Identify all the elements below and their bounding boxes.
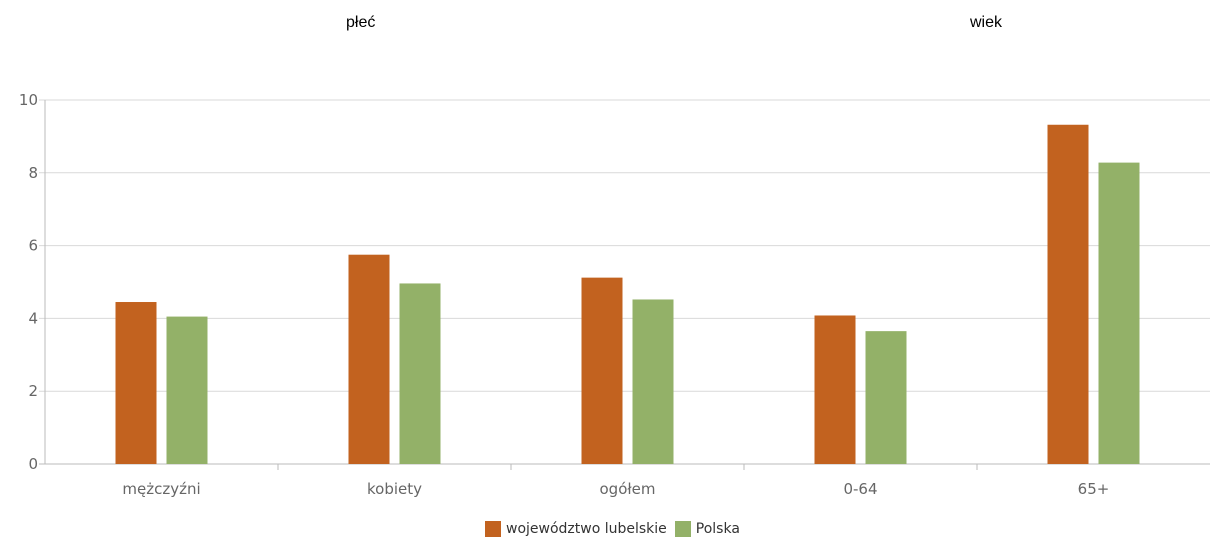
x-category-label: kobiety [367,480,422,498]
y-tick-label: 10 [19,91,38,109]
bar-lubelskie[interactable] [115,302,157,464]
bar-polska[interactable] [632,299,674,464]
x-category-label: ogółem [600,480,656,498]
bar-lubelskie[interactable] [581,277,623,464]
group-label-plec: płeć [346,14,376,31]
legend: województwo lubelskie Polska [485,521,748,537]
bar-lubelskie[interactable] [348,254,390,464]
x-category-label: 65+ [1078,480,1110,498]
bar-polska[interactable] [399,283,441,464]
legend-swatch-lubelskie [485,521,501,537]
x-category-label: mężczyźni [122,480,200,498]
bar-polska[interactable] [865,331,907,464]
legend-label-polska: Polska [695,521,740,537]
y-tick-label: 2 [28,382,38,400]
bar-lubelskie[interactable] [1047,124,1089,464]
bar-polska[interactable] [166,316,208,464]
y-tick-label: 8 [28,164,38,182]
y-tick-label: 6 [28,237,38,255]
x-category-label: 0-64 [843,480,877,498]
group-label-wiek: wiek [970,14,1003,31]
bar-lubelskie[interactable] [814,315,856,464]
bar-polska[interactable] [1098,162,1140,464]
y-tick-label: 4 [28,309,38,327]
y-tick-label: 0 [28,455,38,473]
legend-item-lubelskie[interactable]: województwo lubelskie [485,521,667,537]
legend-item-polska[interactable]: Polska [674,521,740,537]
legend-swatch-polska [674,521,691,537]
legend-label-lubelskie: województwo lubelskie [506,521,667,537]
